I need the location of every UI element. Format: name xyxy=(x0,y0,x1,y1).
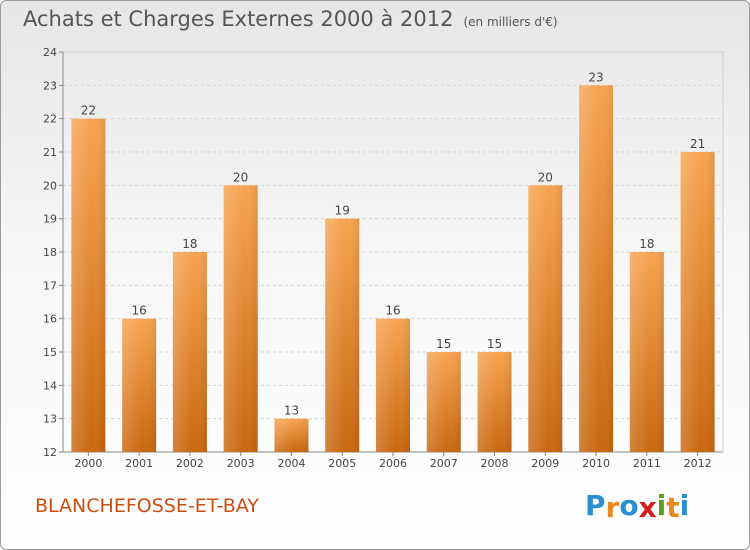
logo-letter: o xyxy=(619,489,639,522)
y-tick-label: 23 xyxy=(43,79,57,92)
chart-title-text: Achats et Charges Externes 2000 à 2012 xyxy=(23,7,454,31)
x-tick-label: 2009 xyxy=(531,457,559,470)
bar-layer xyxy=(71,85,715,453)
chart-unit: (en milliers d'€) xyxy=(463,15,558,29)
x-tick-label: 2004 xyxy=(277,457,305,470)
logo-letter: i xyxy=(656,489,667,522)
y-tick-label: 14 xyxy=(43,379,57,392)
x-tick-label: 2005 xyxy=(328,457,356,470)
y-tick-label: 18 xyxy=(43,246,57,259)
y-tick-label: 16 xyxy=(43,313,57,326)
chart-title: Achats et Charges Externes 2000 à 2012 (e… xyxy=(23,7,558,31)
commune-name: BLANCHEFOSSE-ET-BAY xyxy=(35,495,259,517)
logo-letter: i xyxy=(679,489,690,522)
x-tick-label: 2001 xyxy=(125,457,153,470)
y-tick-label: 17 xyxy=(43,279,57,292)
data-label: 15 xyxy=(436,337,451,351)
bar-shade xyxy=(629,252,664,452)
y-tick-label: 13 xyxy=(43,413,57,426)
bar-shade xyxy=(325,218,360,452)
y-tick-label: 19 xyxy=(43,213,57,226)
data-label: 21 xyxy=(690,137,705,151)
x-tick-label: 2000 xyxy=(74,457,102,470)
x-tick-label: 2012 xyxy=(684,457,712,470)
bar-shade xyxy=(122,318,157,452)
data-label: 20 xyxy=(538,170,553,184)
data-label: 15 xyxy=(487,337,502,351)
bar-shade xyxy=(528,185,563,453)
y-tick-label: 21 xyxy=(43,146,57,159)
data-label: 13 xyxy=(284,404,299,418)
y-tick-label: 20 xyxy=(43,179,57,192)
x-tick-label: 2007 xyxy=(430,457,458,470)
data-label: 19 xyxy=(335,204,350,218)
bar-shade xyxy=(223,185,258,453)
bar-shade xyxy=(579,85,614,452)
x-tick-label: 2011 xyxy=(633,457,661,470)
bar-shade xyxy=(426,352,461,452)
logo-letter: P xyxy=(585,489,606,522)
data-label: 23 xyxy=(588,70,603,84)
x-tick-label: 2002 xyxy=(176,457,204,470)
label-layer: 12 13 14 15 16 17 18 19 20 21 22 23 24 2000 22 2001 16 20… xyxy=(43,46,712,470)
y-tick-label: 24 xyxy=(43,46,57,59)
logo-letter: r xyxy=(605,491,620,524)
bar-shade xyxy=(172,252,207,452)
data-label: 18 xyxy=(639,237,654,251)
logo-letter: x xyxy=(638,491,657,524)
y-tick-label: 12 xyxy=(43,446,57,459)
data-label: 16 xyxy=(385,304,400,318)
logo-letter: t xyxy=(666,491,680,524)
bar-shade xyxy=(477,352,512,452)
proxiti-logo[interactable]: Proxiti xyxy=(585,489,690,524)
bar-shade xyxy=(680,152,715,452)
data-label: 22 xyxy=(81,104,96,118)
bar-shade xyxy=(71,118,106,453)
y-tick-label: 22 xyxy=(43,113,57,126)
bar-shade xyxy=(274,418,309,452)
x-tick-label: 2006 xyxy=(379,457,407,470)
y-tick-label: 15 xyxy=(43,346,57,359)
x-tick-label: 2008 xyxy=(481,457,509,470)
x-tick-label: 2010 xyxy=(582,457,610,470)
data-label: 16 xyxy=(132,304,147,318)
data-label: 18 xyxy=(182,237,197,251)
bar-shade xyxy=(376,318,410,452)
data-label: 20 xyxy=(233,170,248,184)
x-tick-label: 2003 xyxy=(227,457,255,470)
